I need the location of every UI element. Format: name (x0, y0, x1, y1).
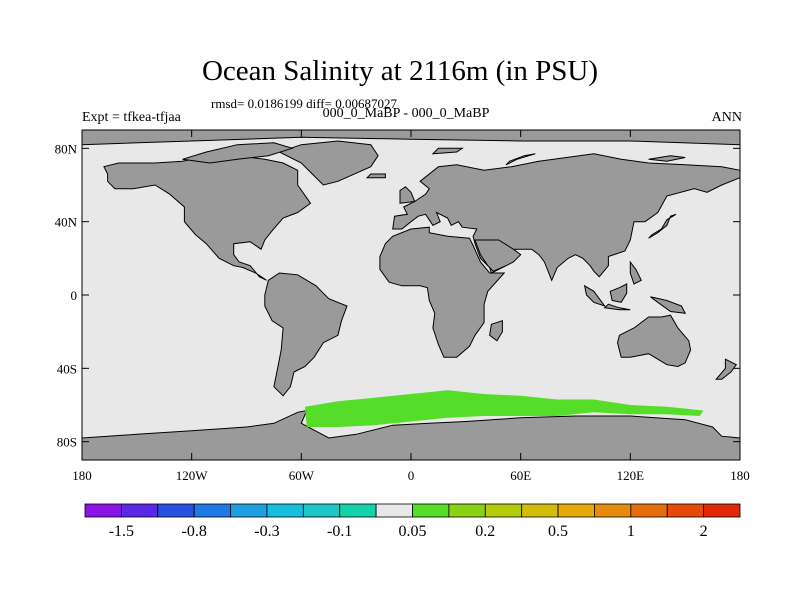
colorbar-swatch (230, 503, 268, 518)
anomaly-layer (305, 390, 704, 427)
land-layer (81, 129, 741, 461)
colorbar-label: -1.5 (109, 523, 134, 540)
land-indonesia-1 (583, 284, 607, 307)
lat-tick-label: 80S (57, 435, 77, 450)
land-indonesia-2 (603, 303, 631, 311)
land-south-america (264, 272, 348, 397)
season-label: ANN (711, 110, 742, 125)
land-iceland (365, 173, 386, 179)
land-new-guinea (650, 296, 687, 314)
colorbar-swatch (521, 503, 559, 518)
land-canadian-arctic (182, 142, 294, 164)
lat-tick-label: 0 (71, 288, 78, 303)
colorbar-swatch (666, 503, 705, 518)
colorbar-swatch (157, 503, 195, 518)
lon-tick-label: 0 (408, 468, 415, 483)
lon-tick-label: 180 (72, 468, 92, 483)
colorbar-swatch (703, 503, 741, 518)
land-north-america (103, 155, 312, 281)
land-novaya-zemlya (505, 153, 536, 166)
land-antarctica (81, 409, 741, 461)
colorbar-label: 0.5 (548, 523, 568, 540)
lon-tick-label: 120W (176, 468, 209, 483)
colorbar-swatch (412, 503, 450, 518)
colorbar-swatch (375, 503, 413, 518)
colorbar-label: 1 (627, 523, 635, 540)
land-australia (616, 314, 692, 368)
land-africa (379, 226, 506, 358)
lon-tick-label: 60W (289, 468, 315, 483)
colorbar-swatch (84, 503, 122, 518)
land-siberian-islands (648, 155, 686, 162)
colorbar-swatch (594, 503, 632, 518)
land-borneo (609, 283, 628, 303)
colorbar-label: 0.05 (399, 523, 427, 540)
colorbar-swatch (302, 503, 341, 518)
colorbar-label: 0.2 (475, 523, 495, 540)
colorbar-swatch (484, 503, 523, 518)
axis-layer: 80N 40N 0 40S 80S 180 120W 60W 0 60E 120E 180 (55, 130, 750, 483)
lat-tick-label: 80N (55, 141, 78, 156)
map-title: Ocean Salinity at 2116m (in PSU) (201, 55, 599, 87)
colorbar-label: 2 (700, 523, 708, 540)
colorbar-swatch (193, 503, 231, 518)
colorbar-swatch (339, 503, 377, 518)
rmsd-diff-stats: rmsd= 0.0186199 diff= 0.00687027 (211, 96, 397, 111)
experiment-period-subtitle: 000_0_MaBP - 000_0_MaBP (322, 106, 490, 121)
lat-tick-label: 40S (57, 361, 77, 376)
land-madagascar (489, 320, 503, 342)
colorbar-swatch (630, 503, 668, 518)
lat-tick-label: 40N (55, 215, 78, 230)
land-new-zealand (715, 358, 738, 380)
land-greenland (278, 140, 379, 186)
colorbar: -1.5 -0.8 -0.3 -0.1 0.05 0.2 0.5 1 2 (84, 503, 741, 540)
positive-anomaly-patch (305, 390, 704, 427)
colorbar-label: -0.8 (182, 523, 207, 540)
lon-tick-label: 120E (617, 468, 645, 483)
experiment-label: Expt = tfkea-tfjaa (82, 110, 181, 125)
colorbar-swatch (557, 503, 595, 518)
colorbar-swatch (448, 503, 486, 518)
colorbar-label: -0.1 (327, 523, 352, 540)
map-plot-area (81, 129, 741, 461)
land-svalbard (431, 147, 464, 155)
land-arabia (474, 239, 522, 272)
land-philippines (629, 260, 642, 285)
land-uk (399, 186, 416, 204)
colorbar-label: -0.3 (254, 523, 279, 540)
land-japan (648, 213, 677, 239)
lon-tick-label: 60E (510, 468, 531, 483)
lon-tick-label: 180 (730, 468, 750, 483)
colorbar-swatch (266, 503, 304, 518)
colorbar-swatch (120, 503, 159, 518)
